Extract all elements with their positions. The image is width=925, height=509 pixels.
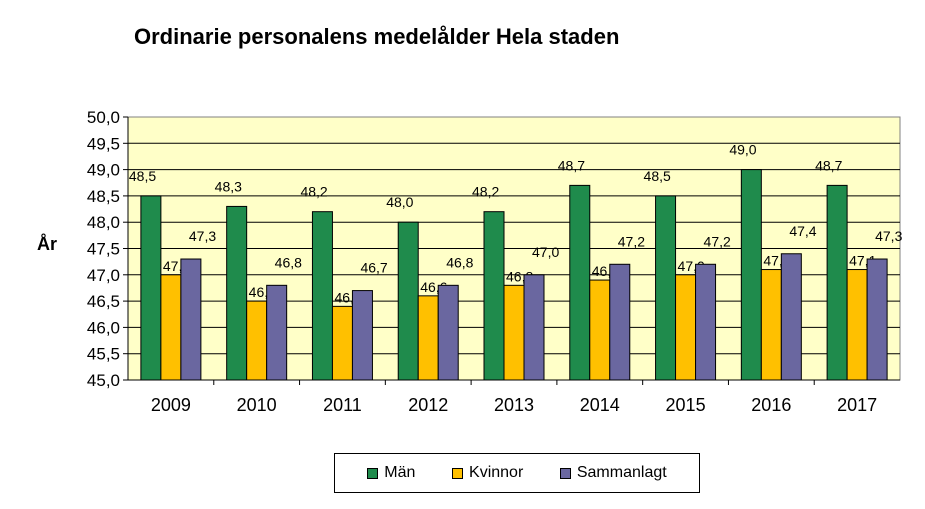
- bar: [417, 295, 439, 381]
- legend-label: Män: [384, 464, 416, 481]
- legend-label: Sammanlagt: [576, 464, 667, 481]
- data-label: 48,2: [300, 184, 327, 200]
- legend-swatch: [559, 467, 571, 479]
- bar: [437, 284, 459, 381]
- bar: [569, 184, 591, 381]
- y-axis-label: År: [37, 234, 57, 254]
- bar: [483, 211, 505, 381]
- bar: [311, 211, 333, 381]
- y-tick-label: 48,0: [87, 213, 120, 232]
- data-label: 49,0: [729, 142, 756, 158]
- bar: [226, 205, 248, 381]
- bar: [180, 258, 202, 381]
- x-tick-label: 2011: [323, 395, 362, 415]
- bar: [397, 221, 419, 381]
- y-tick-label: 46,5: [87, 292, 120, 311]
- bar: [140, 195, 162, 381]
- data-label: 47,2: [704, 233, 731, 249]
- x-tick-label: 2013: [494, 395, 534, 415]
- data-label: 47,3: [875, 228, 902, 244]
- bar: [695, 263, 717, 381]
- bar: [760, 269, 782, 381]
- data-label: 48,7: [815, 157, 842, 173]
- bar: [266, 284, 288, 381]
- legend-item-man: Män: [367, 464, 415, 482]
- bar: [675, 274, 697, 381]
- x-tick-label: 2015: [666, 395, 706, 415]
- x-tick-label: 2010: [237, 395, 277, 415]
- y-tick-label: 50,0: [87, 108, 120, 127]
- data-label: 47,2: [618, 233, 645, 249]
- bar: [523, 274, 545, 381]
- y-tick-label: 47,5: [87, 240, 120, 259]
- data-label: 48,3: [215, 178, 242, 194]
- plot-area: 45,0 45,5 46,0 46,5 47,0 47,5 48,0 48,5 49,0 49,5…: [87, 108, 903, 415]
- bar: [655, 195, 677, 381]
- y-tick-label: 49,5: [87, 134, 120, 153]
- legend-item-kvinnor: Kvinnor: [452, 464, 523, 482]
- data-label: 48,0: [386, 194, 413, 210]
- x-tick-label: 2017: [837, 395, 877, 415]
- bar: [609, 263, 631, 381]
- data-label: 48,5: [129, 168, 156, 184]
- x-tick-label: 2014: [580, 395, 620, 415]
- y-tick-label: 49,0: [87, 161, 120, 180]
- legend-swatch: [367, 467, 379, 479]
- data-label: 48,2: [472, 184, 499, 200]
- legend-swatch: [452, 467, 464, 479]
- data-label: 48,7: [558, 157, 585, 173]
- bar: [246, 300, 268, 381]
- bar: [351, 290, 373, 381]
- data-label: 47,3: [189, 228, 216, 244]
- y-tick-label: 48,5: [87, 187, 120, 206]
- data-label: 47,0: [532, 244, 559, 260]
- data-label: 46,8: [446, 254, 473, 270]
- bar: [846, 269, 868, 381]
- bar: [589, 279, 611, 381]
- bar: [331, 305, 353, 381]
- bar: [826, 184, 848, 381]
- bar: [780, 253, 802, 381]
- legend: Män Kvinnor Sammanlagt: [334, 453, 700, 493]
- y-tick-label: 45,0: [87, 371, 120, 390]
- bar: [740, 169, 762, 381]
- bar: [160, 274, 182, 381]
- y-tick-label: 46,0: [87, 318, 120, 337]
- data-label: 47,4: [789, 223, 816, 239]
- data-label: 46,8: [275, 254, 302, 270]
- data-label: 46,7: [360, 260, 387, 276]
- y-tick-label: 47,0: [87, 266, 120, 285]
- data-label: 48,5: [644, 168, 671, 184]
- bar: [866, 258, 888, 381]
- y-tick-label: 45,5: [87, 345, 120, 364]
- x-tick-label: 2009: [151, 395, 191, 415]
- x-tick-label: 2016: [751, 395, 791, 415]
- chart-title: Ordinarie personalens medelålder Hela st…: [134, 24, 620, 49]
- legend-item-sammanlagt: Sammanlagt: [559, 464, 667, 482]
- legend-label: Kvinnor: [469, 464, 524, 481]
- bar: [503, 284, 525, 381]
- x-tick-label: 2012: [408, 395, 448, 415]
